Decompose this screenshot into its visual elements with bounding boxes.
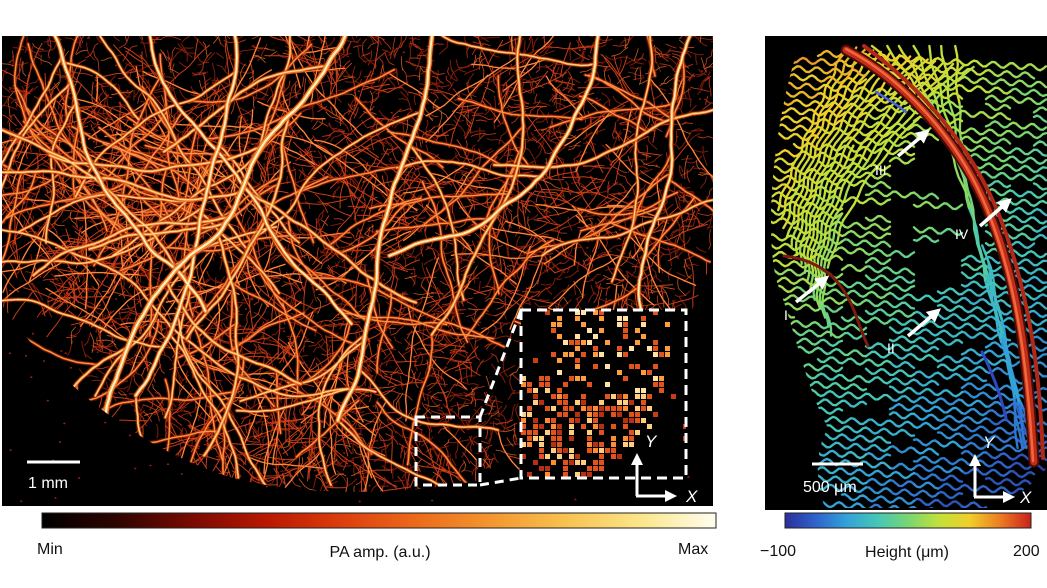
right-panel: 500 μm Y X I II III IV: [765, 36, 1047, 530]
right-scale-bar: 500 μm: [803, 462, 863, 496]
inset-pixel-cluster: [521, 376, 652, 477]
scale-bar-label: 1 mm: [28, 475, 68, 492]
arrow-label-ii: II: [887, 340, 895, 356]
arrow-ii: [906, 308, 942, 338]
scale-bar-label: 500 μm: [803, 479, 857, 496]
inset-dashed-frame: [519, 308, 688, 480]
vessel-i: [782, 254, 870, 348]
zoom-connector-top: [478, 309, 523, 418]
colorbar-title: PA amp. (a.u.): [329, 544, 430, 561]
left-axis-indicator: Y X: [631, 432, 698, 506]
right-axis-indicator: Y X: [969, 433, 1032, 507]
x-axis-label: X: [1019, 488, 1032, 507]
arrow-label-i: I: [784, 307, 788, 323]
colorbar-gradient: [41, 512, 717, 529]
vessel-depth-layer: [936, 453, 1047, 508]
arrow-iii: [896, 129, 931, 158]
left-panel: 1 mm Y X: [2, 36, 713, 506]
arrow-label-iii: III: [875, 162, 887, 178]
arrow-i: [794, 275, 830, 304]
vessel-depth-shadow: [1034, 524, 1046, 530]
y-axis-label: Y: [645, 432, 658, 451]
vessel-annotations: I II III IV: [784, 129, 1012, 356]
deep-vessel-segment: [980, 350, 1008, 420]
vessel-depth-layer: [770, 114, 1047, 379]
colorbar-max-label: 200: [1013, 543, 1040, 560]
pa-amplitude-colorbar: Min PA amp. (a.u.) Max: [37, 512, 717, 561]
colorbar-gradient: [784, 512, 1032, 529]
vessel-highlight: [336, 36, 433, 422]
colorbar-min-label: −100: [760, 543, 796, 560]
left-scale-bar: 1 mm: [27, 460, 80, 492]
inset-zoomed-vessels: [521, 310, 686, 477]
x-axis-label: X: [685, 487, 698, 506]
y-axis-label: Y: [983, 433, 996, 452]
vessel-depth-layer: [816, 309, 1047, 508]
colorbar-title: Height (μm): [865, 544, 949, 561]
vessel-depth-layer: [770, 44, 988, 272]
arrow-label-iv: IV: [955, 226, 969, 242]
colorbar-max-label: Max: [678, 541, 708, 558]
colorbar-min-label: Min: [37, 541, 63, 558]
vessel-depth-layer: [1034, 524, 1046, 530]
zoom-inset: [414, 308, 688, 487]
zoom-region-dashed-box: [414, 415, 482, 487]
parallel-vessel: [862, 44, 1045, 460]
large-vessel-highlight: [844, 47, 1035, 463]
major-vessels: [782, 44, 1045, 468]
zoom-connector-bottom: [479, 476, 522, 487]
vessel-highlight: [100, 36, 347, 428]
deep-vessel-segment: [874, 90, 908, 114]
height-colorbar: −100 Height (μm) 200: [760, 512, 1040, 561]
arrow-iv: [978, 198, 1012, 228]
